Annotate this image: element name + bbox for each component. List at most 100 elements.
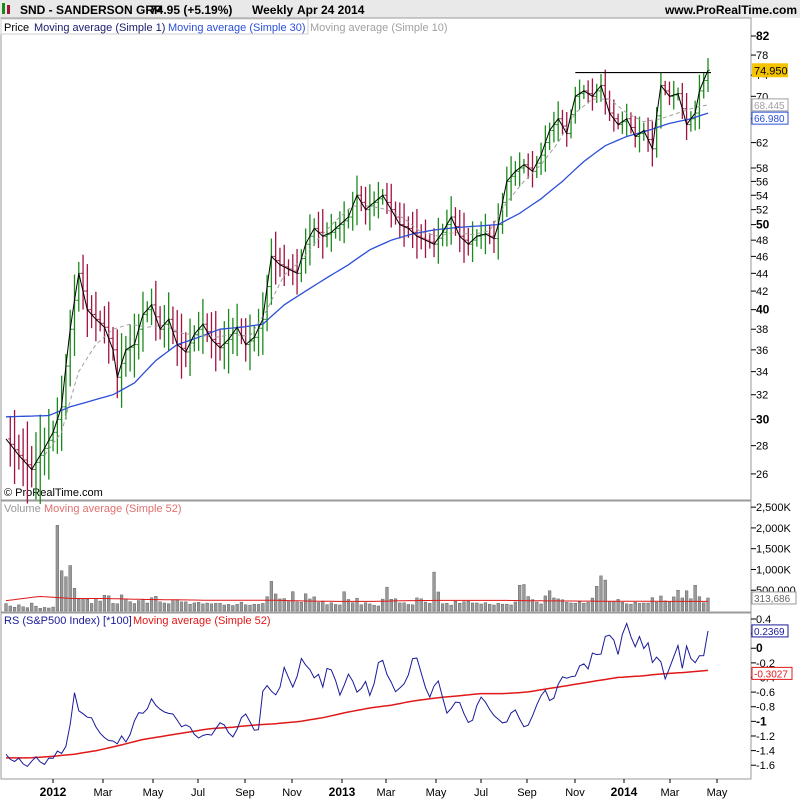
volume-bar: [385, 586, 389, 612]
volume-bar: [102, 595, 107, 612]
volume-bar: [34, 605, 38, 612]
volume-bar: [359, 604, 363, 612]
volume-bar: [30, 602, 34, 612]
volume-bar: [321, 600, 325, 612]
volume-bar: [269, 581, 273, 612]
volume-bar: [325, 604, 329, 612]
rs-value-badge: [751, 624, 789, 638]
x-tick-label: 2014: [611, 785, 638, 799]
price-y-axis: 2628303234363840424446485052545658626670…: [751, 29, 770, 481]
x-axis: 2012 Mar May Jul Sep Nov 2013 Mar May Jul Sep Nov 20…: [1, 778, 751, 799]
volume-bar: [312, 596, 316, 612]
rs-line: [5, 622, 709, 768]
volume-bar: [158, 601, 162, 612]
volume-bar: [582, 603, 586, 612]
volume-bar: [475, 602, 479, 612]
legend-volume: Volume: [4, 503, 41, 515]
x-tick-label: Jul: [191, 787, 205, 799]
volume-bar: [304, 593, 308, 612]
volume-bar: [505, 604, 509, 612]
volume-bar: [175, 599, 179, 612]
volume-bar: [171, 600, 175, 612]
volume-bar: [667, 601, 672, 612]
price-tick-label: 54: [756, 190, 768, 202]
rs-legend: RS (S&P500 Index) [*100] Moving average …: [4, 615, 271, 627]
rs-y-axis: 0.40.20-0.2-0.4-0.6-0.8-1-1.2-1.4-1.60.2…: [751, 614, 793, 772]
price-legend: Price Moving average (Simple 1) Moving a…: [0, 18, 448, 35]
volume-bar: [590, 597, 595, 612]
volume-bar: [333, 604, 338, 612]
volume-tick-label: 2,000K: [756, 523, 792, 535]
volume-bar: [372, 604, 376, 612]
rs-tick-label: -1: [756, 714, 767, 728]
volume-bar: [338, 604, 342, 612]
volume-bar: [693, 585, 697, 612]
rs-ma-value-label: -0.3027: [754, 669, 788, 680]
rs-tick-label: -0.6: [756, 687, 775, 699]
volume-bar: [248, 604, 252, 612]
volume-bar: [483, 602, 488, 612]
volume-bar: [51, 606, 55, 612]
volume-bar: [141, 599, 145, 612]
header-site[interactable]: www.ProRealTime.com: [664, 3, 797, 17]
x-tick-label: Mar: [94, 787, 113, 799]
volume-bar: [466, 601, 470, 612]
volume-bar: [595, 586, 599, 612]
volume-bar: [526, 596, 530, 612]
volume-bar: [573, 602, 577, 612]
volume-bar: [492, 604, 496, 612]
rs-lines: [5, 622, 709, 768]
ma10-line: [44, 98, 709, 456]
volume-bar: [119, 594, 124, 612]
volume-bar: [381, 598, 385, 612]
ma30-value-label: 66.980: [754, 114, 785, 125]
volume-bar: [94, 598, 98, 612]
volume-bar: [376, 605, 381, 612]
volume-bar: [402, 602, 406, 612]
volume-bar: [500, 603, 505, 612]
volume-last-label: 313,686: [754, 594, 791, 605]
price-tick-label: 44: [756, 268, 768, 280]
x-tick-label: Sep: [235, 787, 255, 799]
volume-bar: [655, 602, 659, 612]
volume-bar: [167, 603, 171, 612]
volume-bar: [637, 603, 642, 612]
legend-rs: RS (S&P500 Index) [*100]: [4, 615, 132, 627]
watermark: © ProRealTime.com: [4, 487, 103, 499]
volume-bar: [565, 602, 569, 612]
volume-bar: [239, 601, 244, 612]
price-tick-label: 34: [756, 367, 768, 379]
volume-bar: [4, 603, 8, 612]
volume-bar: [81, 598, 85, 612]
price-axis-labels: 74.950 68.445 66.980: [751, 63, 789, 125]
price-tick-label: 48: [756, 235, 768, 247]
rs-tick-label: -1.6: [756, 760, 775, 772]
x-tick-label: Nov: [565, 787, 585, 799]
x-tick-label: May: [707, 787, 728, 799]
volume-bar: [137, 600, 141, 612]
volume-bars: [4, 525, 710, 612]
rs-tick-label: -1.4: [756, 746, 775, 758]
volume-bar: [124, 599, 128, 612]
volume-bar: [316, 602, 321, 612]
volume-bar: [192, 602, 196, 612]
volume-bar: [278, 598, 282, 612]
volume-bar: [436, 591, 440, 612]
price-tick-label: 30: [756, 412, 770, 426]
volume-bar: [620, 602, 624, 612]
volume-bar: [599, 575, 603, 612]
volume-bar: [265, 596, 269, 612]
volume-bar: [128, 601, 132, 612]
volume-bar: [423, 601, 428, 612]
price-tick-label: 28: [756, 441, 768, 453]
volume-bar: [72, 588, 77, 612]
x-tick-label: Mar: [377, 787, 396, 799]
price-tick-label: 32: [756, 390, 768, 402]
rs-ma-badge: [751, 666, 793, 680]
volume-bar: [496, 603, 500, 612]
volume-bar: [299, 601, 303, 612]
x-tick-label: Mar: [661, 787, 680, 799]
volume-bar: [697, 596, 702, 612]
volume-bar: [453, 601, 458, 612]
